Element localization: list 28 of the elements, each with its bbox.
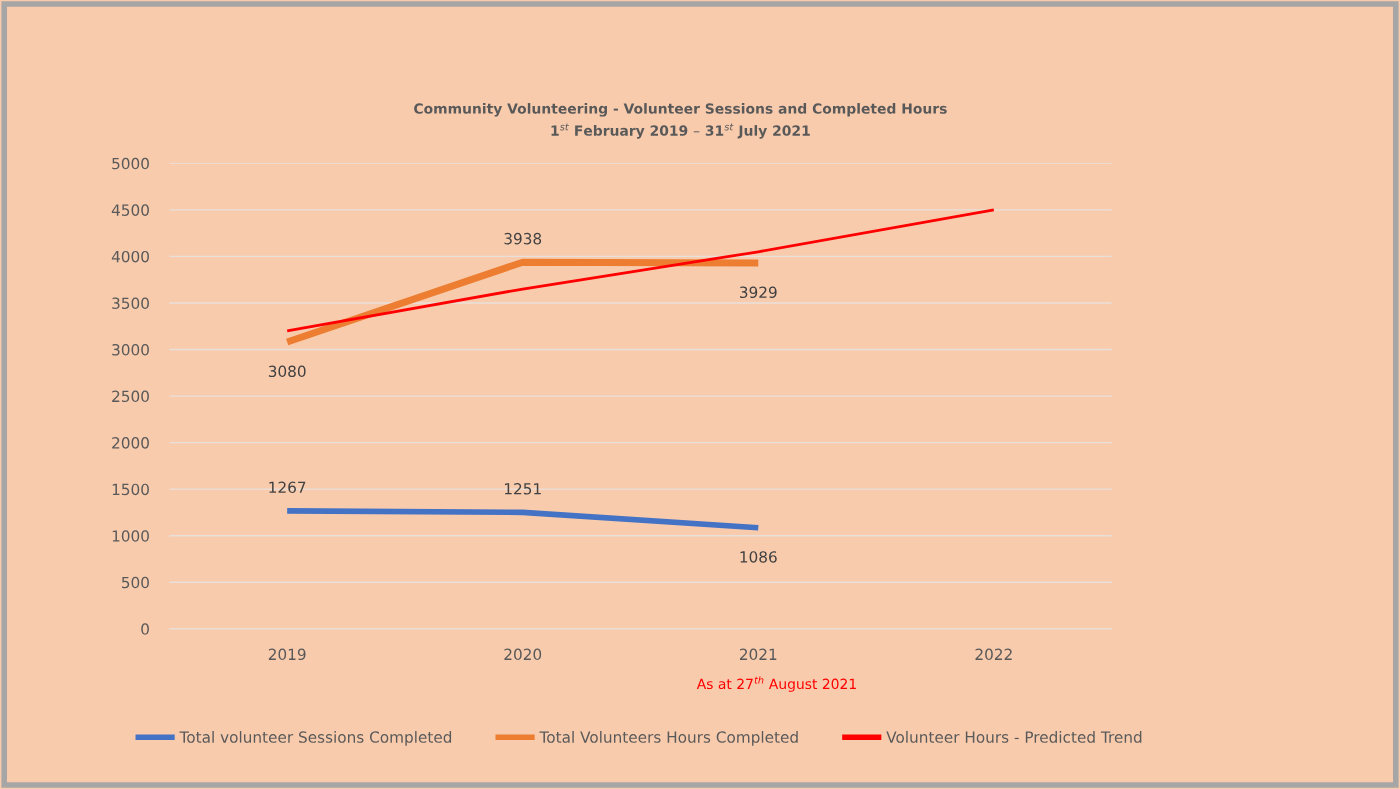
chart-title: Community Volunteering - Volunteer Sessions and Completed Hours bbox=[414, 103, 947, 117]
y-tick-label: 1000 bbox=[112, 530, 149, 542]
x-tick-label: 2019 bbox=[268, 648, 306, 661]
legend-label: Total volunteer Sessions Completed bbox=[179, 731, 452, 746]
legend-label: Volunteer Hours - Predicted Trend bbox=[886, 731, 1142, 743]
y-tick-label: 4500 bbox=[111, 204, 149, 216]
y-tick-label: 4000 bbox=[111, 250, 149, 263]
x-tick-label: 2022 bbox=[975, 648, 1012, 661]
data-label: 3938 bbox=[504, 232, 542, 245]
x-tick-label: 2021 bbox=[739, 648, 777, 661]
y-tick-label: 500 bbox=[121, 576, 149, 589]
data-label: 1086 bbox=[740, 551, 777, 563]
x-tick-label: 2020 bbox=[504, 648, 542, 661]
chart-subtitle: 1$^{st}$ February 2019 – 31$^{st}$ July 2021 bbox=[551, 123, 810, 139]
legend-label: Total Volunteers Hours Completed bbox=[539, 731, 798, 746]
data-label: 3929 bbox=[740, 286, 777, 299]
y-tick-label: 1500 bbox=[112, 483, 149, 496]
y-tick-label: 5000 bbox=[112, 157, 149, 170]
y-tick-label: 2500 bbox=[112, 390, 149, 403]
y-tick-label: 3000 bbox=[112, 343, 149, 356]
y-tick-label: 3500 bbox=[112, 297, 149, 309]
data-label: 1267 bbox=[269, 481, 306, 494]
y-tick-label: 0 bbox=[141, 623, 149, 635]
data-label: 1251 bbox=[504, 483, 541, 495]
y-tick-label: 2000 bbox=[112, 437, 149, 449]
line-series bbox=[285, 208, 996, 333]
data-label: 3080 bbox=[268, 365, 306, 378]
text: As at 27$^{th}$ August 2021 bbox=[696, 676, 856, 692]
